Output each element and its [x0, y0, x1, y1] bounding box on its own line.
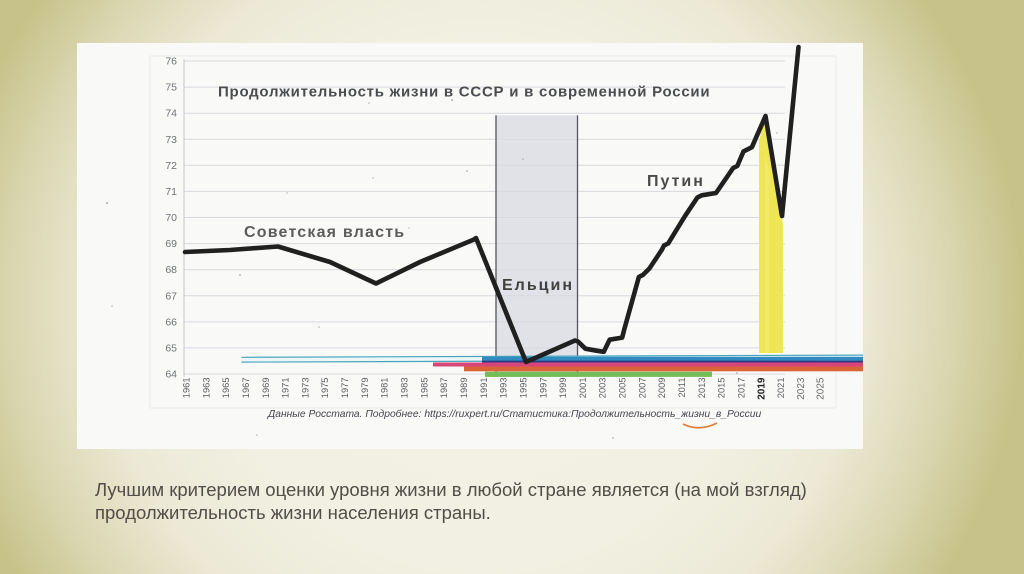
svg-text:1985: 1985: [419, 378, 429, 399]
svg-text:71: 71: [165, 186, 177, 198]
svg-text:2025: 2025: [816, 377, 827, 400]
svg-text:65: 65: [165, 342, 177, 354]
svg-text:Путин: Путин: [647, 173, 705, 190]
svg-text:76: 76: [165, 56, 177, 68]
svg-text:1997: 1997: [538, 378, 548, 399]
svg-text:2017: 2017: [737, 378, 747, 399]
svg-text:1979: 1979: [360, 378, 370, 399]
svg-text:1989: 1989: [459, 378, 469, 399]
svg-text:1991: 1991: [479, 378, 489, 399]
svg-text:1971: 1971: [281, 378, 291, 399]
svg-text:2009: 2009: [657, 378, 667, 399]
svg-text:1975: 1975: [320, 378, 330, 399]
svg-text:1961: 1961: [182, 378, 192, 399]
svg-text:2021: 2021: [776, 378, 786, 399]
svg-text:2015: 2015: [717, 378, 727, 399]
svg-text:1999: 1999: [558, 378, 568, 399]
svg-text:1987: 1987: [439, 378, 449, 399]
svg-text:68: 68: [165, 264, 177, 276]
svg-text:75: 75: [165, 82, 177, 94]
svg-text:2023: 2023: [796, 377, 807, 400]
svg-text:64: 64: [165, 369, 177, 381]
svg-text:74: 74: [165, 108, 177, 120]
svg-text:1993: 1993: [499, 378, 509, 399]
svg-text:1967: 1967: [241, 378, 251, 399]
svg-text:Продолжительность жизни в СССР: Продолжительность жизни в СССР и в совре…: [218, 84, 710, 101]
svg-text:1981: 1981: [380, 378, 390, 399]
svg-text:70: 70: [165, 212, 177, 224]
svg-text:1977: 1977: [340, 378, 350, 399]
svg-text:67: 67: [165, 290, 177, 302]
svg-text:1965: 1965: [221, 378, 231, 399]
svg-text:72: 72: [165, 160, 177, 172]
svg-text:1995: 1995: [518, 378, 528, 399]
svg-text:73: 73: [165, 134, 177, 146]
svg-text:2007: 2007: [637, 378, 647, 399]
svg-text:2005: 2005: [618, 378, 628, 399]
svg-text:1963: 1963: [201, 378, 211, 399]
svg-text:1973: 1973: [300, 378, 310, 399]
svg-text:2003: 2003: [598, 378, 608, 399]
svg-text:Данные Росстата. Подробнее: ht: Данные Росстата. Подробнее: https://ruxp…: [267, 408, 761, 420]
svg-text:1969: 1969: [261, 378, 271, 399]
svg-text:2001: 2001: [578, 378, 588, 399]
svg-text:Ельцин: Ельцин: [502, 277, 574, 294]
svg-text:2019: 2019: [756, 377, 767, 400]
svg-text:66: 66: [165, 316, 177, 328]
svg-text:69: 69: [165, 238, 177, 250]
svg-text:2011: 2011: [677, 378, 687, 398]
svg-text:Советская власть: Советская власть: [244, 224, 405, 241]
svg-text:2013: 2013: [697, 378, 707, 399]
svg-text:1983: 1983: [400, 378, 410, 399]
